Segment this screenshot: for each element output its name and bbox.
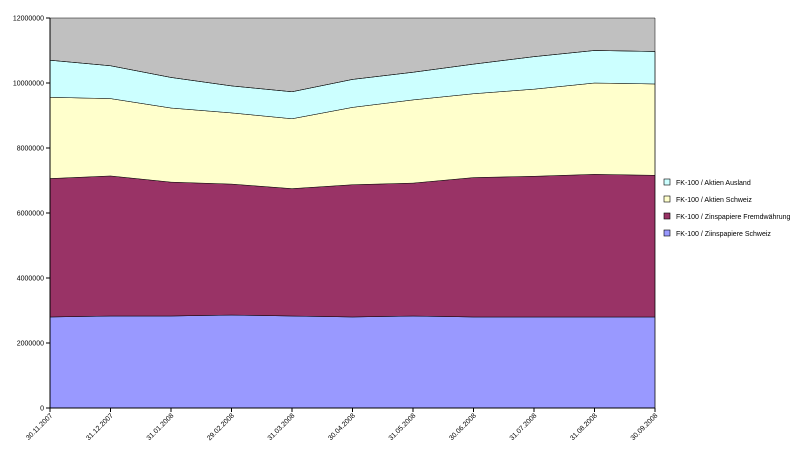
area-series-1 [49, 314, 656, 409]
legend-label: FK-100 / Aktien Ausland [676, 180, 751, 187]
chart-areas [49, 18, 656, 409]
x-tick-label: 31.08.2008 [569, 412, 599, 442]
y-tick-label: 0 [40, 406, 44, 413]
chart-legend: FK-100 / Aktien Ausland FK-100 / Aktien S… [663, 178, 790, 238]
y-tick-label: 12000000 [13, 16, 44, 23]
area-series-2 [49, 174, 656, 318]
legend-swatch [663, 229, 671, 237]
total-line [49, 50, 656, 93]
legend-label: FK-100 / Aktien Schweiz [676, 197, 752, 204]
x-tick-label: 30.04.2008 [327, 412, 357, 442]
x-tick-label: 30.11.2007 [25, 412, 54, 441]
x-tick-label: 31.07.2008 [509, 412, 539, 442]
legend-label: FK-100 / Zinspapiere Fremdwährung [676, 214, 790, 221]
x-tick-label: 30.06.2008 [448, 412, 478, 442]
x-tick-label: 31.12.2007 [85, 412, 115, 442]
y-tick-label: 10000000 [13, 81, 44, 88]
y-tick-label: 6000000 [17, 211, 44, 218]
y-tick-label: 2000000 [17, 341, 44, 348]
y-tick-label: 4000000 [17, 276, 44, 283]
x-tick-label: 31.01.2008 [146, 412, 176, 442]
x-tick-label: 31.05.2008 [388, 412, 418, 442]
x-tick-label: 30.09.2008 [630, 412, 660, 442]
x-tick-label: 29.02.2008 [206, 412, 236, 442]
legend-swatch [663, 178, 671, 186]
legend-swatch [663, 195, 671, 203]
y-tick-label: 8000000 [17, 146, 44, 153]
legend-label: FK-100 / Ziinspapiere Schweiz [676, 231, 771, 238]
legend-swatch [663, 212, 671, 220]
x-tick-label: 31.03.2008 [267, 412, 297, 442]
